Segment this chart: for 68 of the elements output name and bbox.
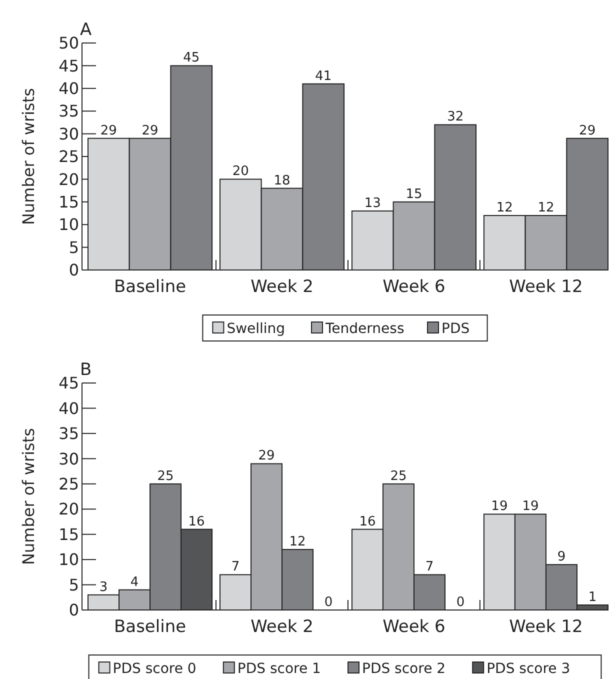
- y-tick-label: 30: [58, 449, 79, 468]
- data-label: 25: [157, 468, 174, 484]
- y-tick-label: 10: [58, 215, 79, 234]
- data-label: 9: [557, 550, 566, 565]
- legend-label: PDS score 0: [112, 660, 196, 677]
- legend-label: PDS score 3: [486, 660, 570, 677]
- y-tick-label: 35: [58, 102, 79, 121]
- data-label: 15: [406, 186, 422, 202]
- data-label: 16: [188, 514, 205, 530]
- x-tick-label: Baseline: [114, 277, 186, 297]
- y-tick-label: 30: [58, 124, 79, 144]
- y-tick-label: 40: [58, 79, 79, 98]
- data-label: 12: [289, 534, 306, 550]
- data-label: 7: [231, 560, 240, 575]
- y-tick-label: 15: [58, 524, 79, 544]
- x-tick-label: Week 6: [382, 277, 446, 297]
- y-axis-title: Number of wrists: [19, 88, 38, 225]
- data-label: 18: [274, 173, 290, 188]
- data-label: 13: [364, 196, 381, 211]
- chart-title: A: [80, 20, 92, 40]
- data-label: 25: [390, 468, 407, 484]
- data-label: 4: [130, 574, 139, 590]
- data-label: 32: [447, 110, 464, 125]
- data-label: 19: [522, 499, 539, 514]
- y-tick-label: 40: [58, 398, 79, 418]
- legend-label: PDS score 1: [237, 660, 321, 677]
- legend-label: Tenderness: [324, 320, 404, 337]
- data-label: 29: [579, 123, 596, 138]
- data-label: 7: [425, 560, 434, 575]
- data-label: 3: [99, 580, 108, 595]
- legend-label: Swelling: [226, 320, 286, 337]
- data-label: 16: [359, 514, 376, 530]
- y-tick-label: 25: [58, 474, 79, 494]
- data-label: 0: [456, 595, 465, 610]
- x-tick-label: Week 12: [509, 617, 583, 637]
- y-tick-label: 25: [58, 147, 79, 166]
- y-tick-label: 45: [58, 56, 79, 76]
- x-tick-label: Week 2: [250, 277, 314, 297]
- data-label: 12: [538, 200, 554, 216]
- y-tick-label: 0: [68, 600, 79, 620]
- data-label: 12: [496, 200, 513, 216]
- y-tick-label: 0: [68, 260, 79, 280]
- x-tick-label: Baseline: [114, 617, 186, 637]
- y-tick-label: 50: [58, 34, 79, 53]
- y-axis-title: Number of wrists: [19, 428, 38, 565]
- y-tick-label: 20: [58, 500, 79, 519]
- x-tick-label: Week 12: [509, 277, 583, 297]
- data-label: 0: [324, 595, 333, 610]
- data-label: 29: [142, 123, 158, 138]
- data-label: 19: [491, 499, 508, 514]
- y-tick-label: 15: [58, 192, 79, 212]
- x-tick-label: Week 6: [382, 617, 446, 637]
- y-tick-label: 35: [58, 424, 79, 444]
- y-tick-label: 5: [68, 238, 79, 257]
- x-tick-label: Week 2: [250, 617, 314, 637]
- data-label: 45: [183, 50, 200, 66]
- legend-label: PDS score 2: [362, 660, 446, 677]
- y-tick-label: 10: [58, 550, 79, 570]
- data-label: 41: [315, 68, 332, 84]
- data-label: 29: [100, 123, 117, 138]
- data-label: 20: [232, 164, 249, 180]
- y-tick-label: 45: [58, 374, 79, 393]
- data-label: 29: [258, 448, 275, 464]
- data-label: 1: [588, 590, 597, 605]
- y-tick-label: 5: [68, 575, 79, 594]
- chart-title: B: [80, 360, 92, 380]
- y-tick-label: 20: [58, 170, 79, 189]
- legend-label: PDS: [442, 320, 470, 337]
